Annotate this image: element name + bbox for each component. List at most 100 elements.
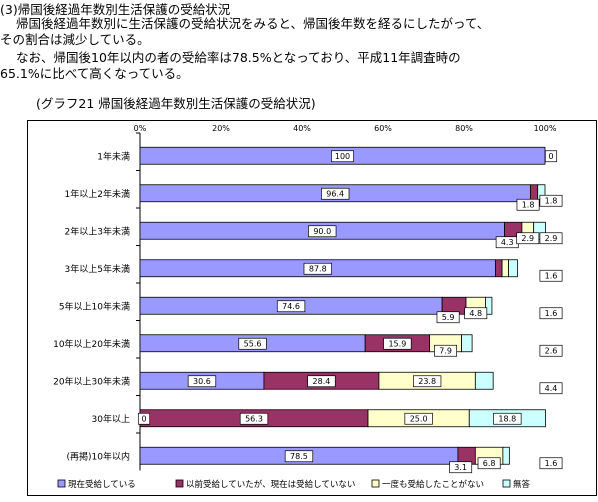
category-label: 3年以上5年未満 [65, 263, 130, 275]
data-label: 1.6 [545, 271, 558, 280]
data-label-box [464, 307, 488, 320]
legend-swatch [57, 479, 66, 488]
data-label-box [516, 232, 540, 245]
data-label: 18.8 [498, 414, 516, 423]
legend-label: 一度も受給したことがない [382, 479, 484, 490]
bar-segment [502, 446, 510, 465]
category-label: 1年以上2年未満 [65, 188, 130, 200]
data-label: 1.8 [522, 200, 535, 209]
data-label: 78.5 [290, 452, 308, 461]
data-label-box [516, 198, 540, 211]
category-label: 2年以上3年未満 [65, 225, 130, 237]
bar-segment [485, 296, 493, 315]
data-label-box [434, 344, 458, 357]
data-label-box [539, 344, 563, 357]
bar-segment [501, 259, 509, 278]
paragraph-2-line-1: なお、帰国後10年以内の者の受給率は78.5%となっており、平成11年調査時の [16, 50, 461, 65]
data-label: 4.4 [545, 384, 558, 393]
data-label-box [539, 232, 563, 245]
data-label-box [308, 225, 337, 238]
data-label: 2.9 [545, 234, 558, 243]
legend-label: 以前受給していたが、現在は受給していない [186, 479, 355, 490]
data-label-box [284, 450, 314, 463]
category-label: (再掲)10年以内 [67, 450, 130, 462]
legend-label: 現在受給している [68, 479, 136, 490]
category-label: 30年以上 [92, 413, 130, 425]
data-label: 4.3 [501, 238, 514, 247]
paragraph-1-line-1: 帰国後経過年数別に生活保護の受給状況をみると、帰国後年数を経るにしたがって、 [16, 16, 490, 31]
x-tick-label: 20% [212, 124, 230, 133]
data-label-box [331, 150, 354, 163]
graph-title: (グラフ21 帰国後経過年数別生活保護の受給状況) [36, 96, 316, 111]
data-label-box [539, 307, 563, 320]
data-label-box [544, 150, 558, 163]
x-tick-label: 100% [534, 124, 557, 133]
section-heading: (3)帰国後経過年数別生活保護の受給状況 [0, 2, 231, 17]
category-label: 5年以上10年未満 [59, 300, 130, 312]
bar-segment [495, 259, 503, 278]
legend-label: 無答 [513, 479, 531, 490]
category-label: 20年以上30年未満 [53, 375, 130, 387]
data-label-box [449, 461, 473, 474]
legend-swatch [502, 479, 511, 488]
data-label-box [412, 375, 442, 388]
data-label: 7.9 [439, 346, 452, 355]
data-label-box [539, 269, 563, 282]
data-label: 55.6 [244, 339, 262, 348]
data-label-box [539, 382, 563, 395]
data-label: 100 [335, 152, 350, 161]
data-label-box [307, 375, 336, 388]
data-label-box [477, 457, 501, 470]
data-label: 6.8 [483, 459, 496, 468]
category-label: 10年以上20年未満 [53, 338, 130, 350]
data-label: 4.8 [469, 309, 482, 318]
legend-swatch [175, 479, 184, 488]
x-tick-label: 40% [293, 124, 311, 133]
data-label: 2.6 [545, 346, 558, 355]
bar-segment [461, 334, 473, 353]
data-label-box [239, 412, 269, 425]
data-label: 1.6 [545, 459, 558, 468]
data-label: 0 [141, 414, 146, 423]
data-label: 30.6 [193, 377, 211, 386]
data-label-box [404, 412, 433, 425]
data-label: 74.6 [282, 302, 300, 311]
data-label: 1.8 [545, 196, 558, 205]
data-label: 28.4 [313, 377, 331, 386]
data-label-box [276, 300, 306, 313]
data-label-box [137, 412, 151, 425]
data-label-box [383, 337, 412, 350]
data-label: 96.4 [326, 189, 344, 198]
x-tick-label: 60% [374, 124, 392, 133]
data-label-box [539, 457, 563, 470]
data-label-box [493, 412, 522, 425]
data-label: 87.8 [309, 264, 327, 273]
data-label: 0 [548, 152, 553, 161]
data-label-box [303, 262, 332, 275]
data-label: 15.9 [388, 339, 406, 348]
data-label: 1.6 [545, 309, 558, 318]
bar-segment [533, 221, 546, 240]
data-label-box [539, 194, 563, 207]
data-label: 56.3 [245, 414, 263, 423]
data-label: 23.8 [418, 377, 436, 386]
x-tick-label: 0% [134, 124, 147, 133]
bar-segment [508, 259, 518, 278]
stacked-bar-chart: 0% 20% 40% 60% 80% 100% 1年未満 100 0 1年以上2年未満 96.4 1.… [53, 124, 563, 490]
data-label: 5.9 [442, 313, 455, 322]
data-label-box [187, 375, 217, 388]
data-label: 3.1 [454, 463, 467, 472]
bar-segment [474, 371, 494, 390]
category-label: 1年未満 [97, 150, 130, 162]
data-label: 2.9 [521, 234, 534, 243]
data-label-box [436, 311, 460, 324]
chart-frame: 0% 20% 40% 60% 80% 100% 1年未満 100 0 1年以上2年未満 96.4 1.… [27, 120, 597, 496]
data-label: 90.0 [313, 227, 331, 236]
x-tick-label: 80% [455, 124, 473, 133]
data-label-box [238, 337, 267, 350]
paragraph-2-line-2: 65.1%に比べて高くなっている。 [0, 66, 189, 81]
paragraph-1-line-2: その割合は減少している。 [0, 32, 150, 47]
data-label-box [321, 187, 350, 200]
data-label: 25.0 [410, 414, 428, 423]
legend-swatch [371, 479, 380, 488]
